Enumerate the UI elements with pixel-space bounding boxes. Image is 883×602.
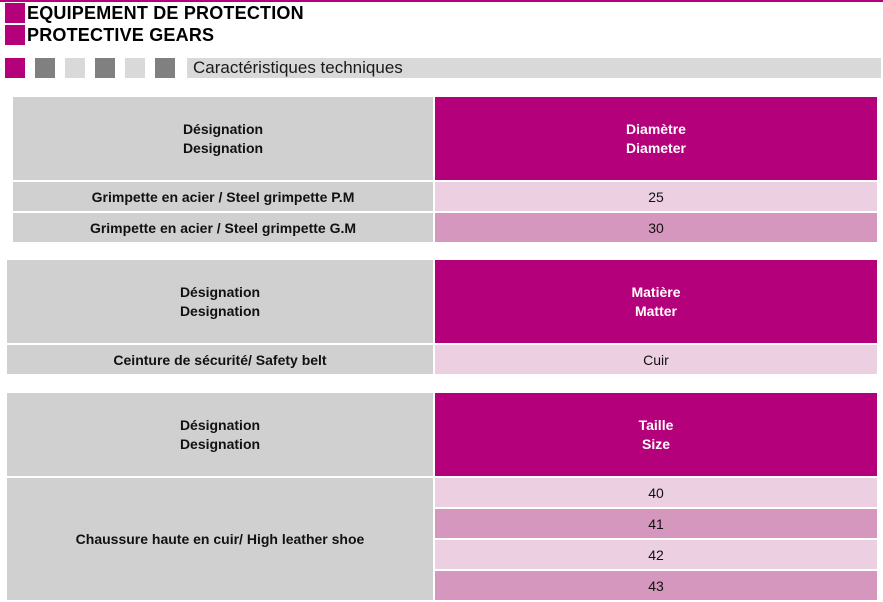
diameter-cell: 25 — [435, 182, 877, 213]
matter-table: Désignation Designation Matière Matter C… — [7, 260, 877, 376]
designation-header: Désignation Designation — [13, 97, 435, 182]
diameter-header: Diamètre Diameter — [435, 97, 877, 182]
table-row: 42 — [7, 540, 877, 571]
table-header-row: Désignation Designation Taille Size — [7, 393, 877, 478]
matter-header-en: Matter — [634, 302, 677, 319]
magenta-square-icon — [5, 25, 25, 45]
size-cell: 40 — [435, 478, 877, 509]
dark-grey-square-icon — [35, 58, 55, 78]
diameter-header-fr: Diamètre — [626, 120, 686, 137]
title-row-fr: EQUIPEMENT DE PROTECTION — [5, 3, 304, 23]
table-row: Grimpette en acier / Steel grimpette P.M… — [13, 182, 877, 213]
section-header: Caractéristiques techniques — [5, 58, 881, 78]
designation-header: Désignation Designation — [7, 393, 435, 478]
section-bar: Caractéristiques techniques — [187, 58, 881, 78]
light-grey-square-icon — [125, 58, 145, 78]
magenta-square-icon — [5, 58, 25, 78]
designation-header-en: Designation — [182, 139, 264, 156]
diameter-cell: 30 — [435, 213, 877, 244]
designation-cell: Grimpette en acier / Steel grimpette G.M — [13, 213, 435, 244]
size-table: Désignation Designation Taille Size Chau… — [7, 393, 877, 602]
matter-header: Matière Matter — [435, 260, 877, 345]
table-header-row: Désignation Designation Matière Matter — [7, 260, 877, 345]
designation-cell: Ceinture de sécurité/ Safety belt — [7, 345, 435, 376]
table-row: Chaussure haute en cuir/ High leather sh… — [7, 478, 877, 602]
dark-grey-square-icon — [95, 58, 115, 78]
designation-header: Désignation Designation — [7, 260, 435, 345]
table-header-row: Désignation Designation Diamètre Diamete… — [13, 97, 877, 182]
magenta-square-icon — [5, 3, 25, 23]
page-title-en: PROTECTIVE GEARS — [27, 24, 215, 45]
diameter-table: Désignation Designation Diamètre Diamete… — [13, 97, 877, 244]
dark-grey-square-icon — [155, 58, 175, 78]
page-title-fr: EQUIPEMENT DE PROTECTION — [27, 2, 304, 23]
size-cell: 41 — [435, 509, 877, 540]
title-row-en: PROTECTIVE GEARS — [5, 25, 214, 45]
matter-cell: Cuir — [435, 345, 877, 376]
matter-header-fr: Matière — [631, 283, 681, 300]
size-cell: 43 — [435, 571, 877, 602]
table-row: 41 — [7, 509, 877, 540]
designation-cell: Grimpette en acier / Steel grimpette P.M — [13, 182, 435, 213]
size-header-fr: Taille — [638, 416, 674, 433]
designation-header-fr: Désignation — [182, 120, 264, 137]
light-grey-square-icon — [65, 58, 85, 78]
size-header-en: Size — [641, 435, 670, 452]
designation-header-en: Designation — [179, 302, 261, 319]
size-cell: 42 — [435, 540, 877, 571]
size-header: Taille Size — [435, 393, 877, 478]
designation-header-en: Designation — [179, 435, 261, 452]
designation-header-fr: Désignation — [179, 283, 261, 300]
section-label: Caractéristiques techniques — [193, 58, 403, 77]
table-row: Ceinture de sécurité/ Safety belt Cuir — [7, 345, 877, 376]
diameter-header-en: Diameter — [626, 139, 686, 156]
designation-cell: Chaussure haute en cuir/ High leather sh… — [7, 478, 435, 602]
top-rule — [0, 0, 883, 2]
table-row: 43 — [7, 571, 877, 602]
designation-header-fr: Désignation — [179, 416, 261, 433]
table-row: Grimpette en acier / Steel grimpette G.M… — [13, 213, 877, 244]
